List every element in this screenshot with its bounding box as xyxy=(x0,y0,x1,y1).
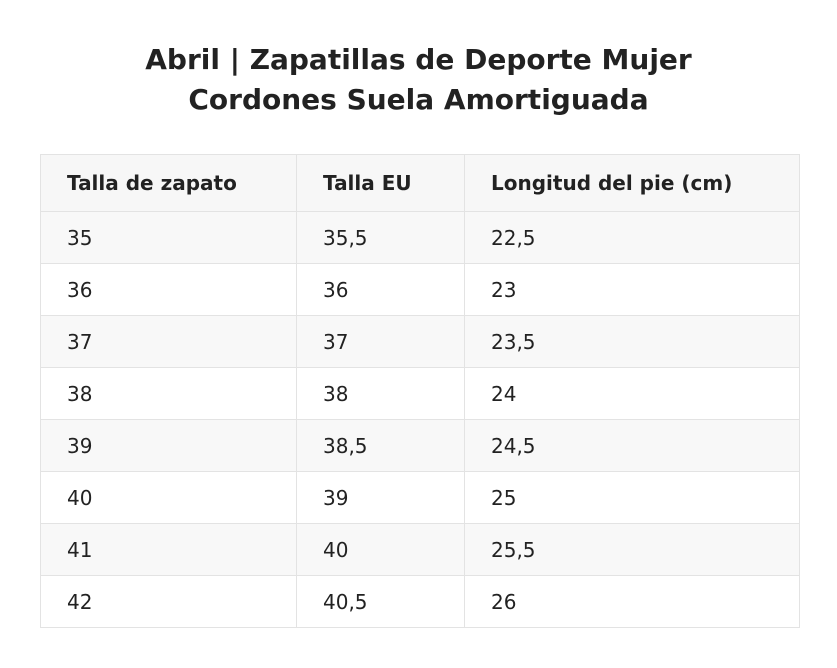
shoe-size-cell: 41 xyxy=(40,523,297,576)
table-row: 41 40 25,5 xyxy=(40,523,800,576)
shoe-size-cell: 35 xyxy=(40,211,297,264)
table-row: 39 38,5 24,5 xyxy=(40,419,800,472)
foot-length-cell: 23 xyxy=(464,263,800,316)
foot-length-cell: 25 xyxy=(464,471,800,524)
table-row: 36 36 23 xyxy=(40,263,800,316)
table-row: 35 35,5 22,5 xyxy=(40,211,800,264)
column-header-shoe-size: Talla de zapato xyxy=(40,154,297,212)
table-row: 42 40,5 26 xyxy=(40,575,800,628)
page-title: Abril | Zapatillas de Deporte Mujer Cord… xyxy=(0,40,837,120)
eu-size-cell: 35,5 xyxy=(296,211,465,264)
eu-size-cell: 38,5 xyxy=(296,419,465,472)
foot-length-cell: 24,5 xyxy=(464,419,800,472)
eu-size-cell: 40 xyxy=(296,523,465,576)
eu-size-cell: 36 xyxy=(296,263,465,316)
column-header-foot-length: Longitud del pie (cm) xyxy=(464,154,800,212)
table-row: 40 39 25 xyxy=(40,471,800,524)
size-chart-table: Talla de zapato Talla EU Longitud del pi… xyxy=(40,154,800,628)
eu-size-cell: 37 xyxy=(296,315,465,368)
eu-size-cell: 40,5 xyxy=(296,575,465,628)
table-row: 37 37 23,5 xyxy=(40,315,800,368)
shoe-size-cell: 39 xyxy=(40,419,297,472)
page-title-line-2: Cordones Suela Amortiguada xyxy=(188,83,649,116)
shoe-size-cell: 40 xyxy=(40,471,297,524)
foot-length-cell: 25,5 xyxy=(464,523,800,576)
shoe-size-cell: 37 xyxy=(40,315,297,368)
shoe-size-cell: 36 xyxy=(40,263,297,316)
table-header: Talla de zapato Talla EU Longitud del pi… xyxy=(40,154,800,212)
foot-length-cell: 22,5 xyxy=(464,211,800,264)
foot-length-cell: 26 xyxy=(464,575,800,628)
shoe-size-cell: 38 xyxy=(40,367,297,420)
column-header-eu-size: Talla EU xyxy=(296,154,465,212)
eu-size-cell: 39 xyxy=(296,471,465,524)
table-header-row: Talla de zapato Talla EU Longitud del pi… xyxy=(40,154,800,212)
foot-length-cell: 24 xyxy=(464,367,800,420)
foot-length-cell: 23,5 xyxy=(464,315,800,368)
table-body: 35 35,5 22,5 36 36 23 37 37 23,5 38 38 2… xyxy=(40,211,800,628)
table-row: 38 38 24 xyxy=(40,367,800,420)
eu-size-cell: 38 xyxy=(296,367,465,420)
shoe-size-cell: 42 xyxy=(40,575,297,628)
page-title-line-1: Abril | Zapatillas de Deporte Mujer xyxy=(145,43,692,76)
